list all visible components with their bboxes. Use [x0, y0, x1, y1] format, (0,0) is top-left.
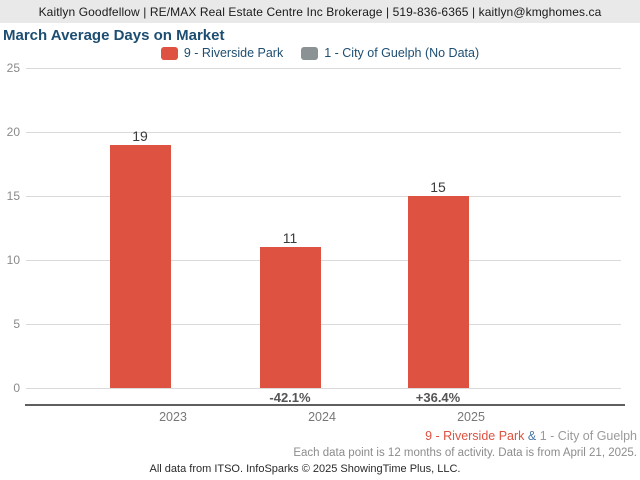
gridline: [26, 195, 621, 197]
attribution-line: All data from ITSO. InfoSparks © 2025 Sh…: [149, 463, 461, 475]
y-axis-tick-label: 25: [6, 61, 20, 75]
legend-item-city-of-guelph: 1 - City of Guelph (No Data): [301, 46, 479, 60]
x-axis-line: [25, 404, 625, 406]
gridline: [26, 259, 621, 261]
series-footnote: 9 - Riverside Park & 1 - City of Guelph: [425, 429, 637, 443]
series-footnote-secondary: 1 - City of Guelph: [539, 429, 637, 443]
series-footnote-separator: &: [527, 429, 537, 443]
y-axis-tick-label: 0: [13, 381, 20, 395]
bar-value-label: 15: [430, 179, 446, 195]
pct-change-label: +36.4%: [415, 390, 461, 405]
contact-line: Kaitlyn Goodfellow | RE/MAX Real Estate …: [38, 4, 602, 19]
x-axis-tick-label: 2024: [308, 410, 336, 424]
y-axis-tick-label: 10: [6, 253, 20, 267]
chart-legend: 9 - Riverside Park 1 - City of Guelph (N…: [0, 45, 640, 61]
chart-title: March Average Days on Market: [3, 27, 225, 44]
gridline: [26, 67, 621, 69]
legend-swatch-red: [160, 46, 178, 60]
gridline: [26, 323, 621, 325]
legend-label: 9 - Riverside Park: [183, 46, 284, 60]
bar-2025: [407, 196, 469, 388]
bar-2024: [259, 247, 321, 388]
legend-swatch-gray: [301, 46, 319, 60]
gridline: [26, 131, 621, 133]
bar-2023: [109, 144, 171, 388]
y-axis-tick-label: 5: [13, 317, 20, 331]
bar-value-label: 11: [282, 230, 298, 247]
x-axis-tick-label: 2025: [457, 410, 485, 424]
gridline: [26, 387, 621, 389]
header-contact-bar: Kaitlyn Goodfellow | RE/MAX Real Estate …: [0, 0, 640, 23]
y-axis-tick-label: 20: [6, 125, 20, 139]
x-axis-tick-label: 2023: [159, 410, 187, 424]
y-axis-tick-label: 15: [6, 189, 20, 203]
bar-value-label: 19: [132, 127, 148, 144]
legend-item-riverside-park: 9 - Riverside Park: [160, 46, 284, 60]
pct-change-label: -42.1%: [269, 390, 311, 405]
series-footnote-primary: 9 - Riverside Park: [425, 429, 525, 443]
legend-label: 1 - City of Guelph (No Data): [324, 46, 480, 60]
data-note: Each data point is 12 months of activity…: [293, 447, 637, 459]
